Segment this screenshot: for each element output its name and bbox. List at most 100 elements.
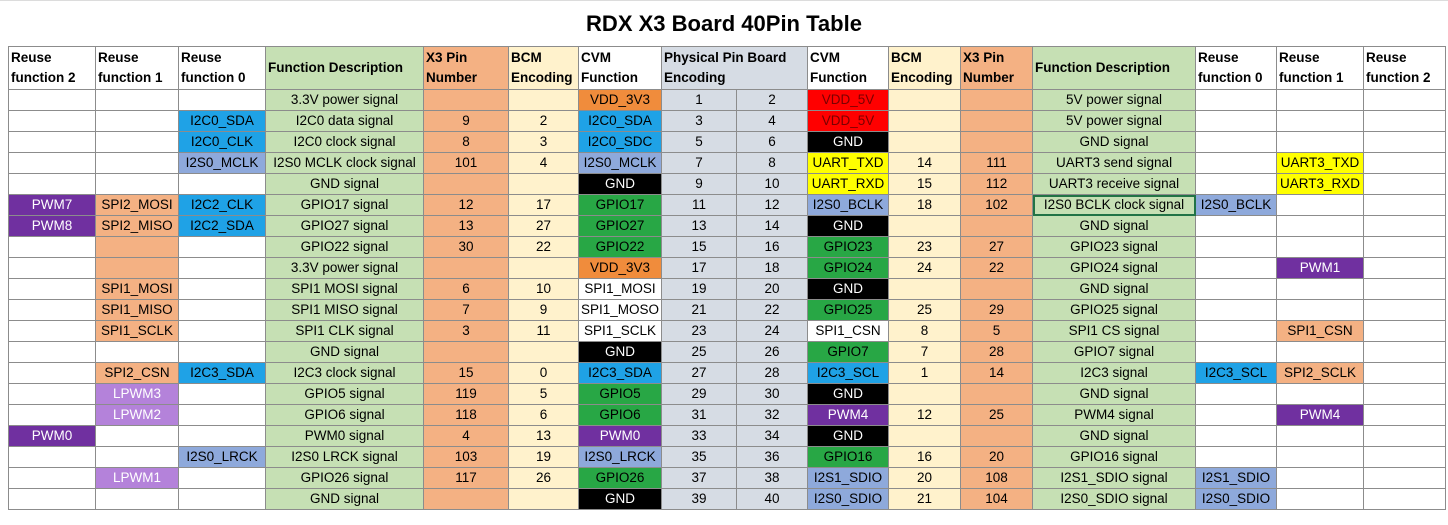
cell-bcm-right[interactable]: 25 xyxy=(888,299,962,321)
cell-bcm-left[interactable]: 27 xyxy=(508,215,579,237)
header-desc-right[interactable]: Function Description xyxy=(1032,46,1197,90)
cell-bcm-left[interactable]: 4 xyxy=(508,152,579,174)
cell-desc-right[interactable]: PWM4 signal xyxy=(1032,404,1197,426)
cell-x3-right[interactable]: 20 xyxy=(960,446,1034,468)
cell-x3-left[interactable]: 103 xyxy=(423,446,509,468)
cell-cvm-right[interactable]: GND xyxy=(807,215,890,237)
header-desc-left[interactable]: Function Description xyxy=(265,46,424,90)
cell-reuse1-right[interactable] xyxy=(1276,341,1365,363)
cell-desc-right[interactable]: I2C3 signal xyxy=(1032,362,1197,384)
cell-x3-right[interactable]: 102 xyxy=(960,194,1034,216)
cell-bcm-left[interactable] xyxy=(508,488,579,510)
cell-reuse2-right[interactable] xyxy=(1363,236,1447,258)
cell-phys-odd[interactable]: 23 xyxy=(661,320,738,342)
cell-reuse2-left[interactable] xyxy=(8,173,96,195)
cell-bcm-left[interactable]: 6 xyxy=(508,404,579,426)
header-reuse0-right[interactable]: Reuse function 0 xyxy=(1195,46,1278,90)
cell-x3-right[interactable] xyxy=(960,89,1034,111)
cell-desc-left[interactable]: 3.3V power signal xyxy=(265,89,424,111)
cell-bcm-left[interactable]: 2 xyxy=(508,110,579,132)
cell-bcm-left[interactable] xyxy=(508,173,579,195)
cell-reuse0-left[interactable] xyxy=(178,320,266,342)
cell-reuse0-right[interactable] xyxy=(1195,236,1278,258)
cell-cvm-right[interactable]: I2S1_SDIO xyxy=(807,467,890,489)
cell-cvm-left[interactable]: SPI1_SCLK xyxy=(577,320,663,342)
cell-cvm-left[interactable]: GND xyxy=(577,173,663,195)
cell-reuse2-left[interactable] xyxy=(8,383,96,405)
cell-reuse2-left[interactable] xyxy=(8,362,96,384)
cell-bcm-right[interactable] xyxy=(888,215,962,237)
cell-desc-left[interactable]: SPI1 CLK signal xyxy=(265,320,424,342)
cell-reuse1-right[interactable] xyxy=(1276,488,1365,510)
cell-x3-left[interactable]: 118 xyxy=(423,404,509,426)
cell-reuse2-right[interactable] xyxy=(1363,320,1447,342)
cell-reuse0-right[interactable] xyxy=(1195,341,1278,363)
cell-desc-left[interactable]: GPIO6 signal xyxy=(265,404,424,426)
cell-desc-left[interactable]: GPIO5 signal xyxy=(265,383,424,405)
cell-reuse0-left[interactable]: I2C0_CLK xyxy=(178,131,266,153)
cell-reuse1-left[interactable]: LPWM2 xyxy=(95,404,179,426)
cell-desc-right[interactable]: UART3 receive signal xyxy=(1032,173,1197,195)
cell-bcm-left[interactable]: 10 xyxy=(508,278,579,300)
cell-desc-right[interactable]: UART3 send signal xyxy=(1032,152,1197,174)
cell-x3-right[interactable]: 25 xyxy=(960,404,1034,426)
cell-desc-left[interactable]: PWM0 signal xyxy=(265,425,424,447)
cell-reuse2-right[interactable] xyxy=(1363,152,1447,174)
cell-reuse1-left[interactable] xyxy=(95,341,179,363)
header-cvm-right[interactable]: CVM Function xyxy=(807,46,890,90)
cell-phys-odd[interactable]: 11 xyxy=(661,194,738,216)
cell-reuse0-left[interactable] xyxy=(178,257,266,279)
cell-bcm-left[interactable]: 11 xyxy=(508,320,579,342)
cell-cvm-left[interactable]: SPI1_MOSI xyxy=(577,278,663,300)
cell-reuse1-left[interactable] xyxy=(95,236,179,258)
cell-phys-even[interactable]: 22 xyxy=(736,299,809,321)
cell-x3-left[interactable] xyxy=(423,89,509,111)
cell-cvm-right[interactable]: GPIO16 xyxy=(807,446,890,468)
cell-cvm-left[interactable]: I2C0_SDC xyxy=(577,131,663,153)
cell-reuse0-left[interactable] xyxy=(178,425,266,447)
cell-bcm-left[interactable] xyxy=(508,257,579,279)
cell-reuse1-left[interactable]: SPI1_MISO xyxy=(95,299,179,321)
cell-reuse0-right[interactable]: I2S0_SDIO xyxy=(1195,488,1278,510)
cell-cvm-right[interactable]: SPI1_CSN xyxy=(807,320,890,342)
cell-bcm-left[interactable]: 17 xyxy=(508,194,579,216)
cell-desc-right[interactable]: GND signal xyxy=(1032,278,1197,300)
cell-reuse2-left[interactable] xyxy=(8,299,96,321)
cell-cvm-left[interactable]: GND xyxy=(577,341,663,363)
header-reuse2-left[interactable]: Reuse function 2 xyxy=(8,46,96,90)
cell-bcm-right[interactable]: 8 xyxy=(888,320,962,342)
cell-cvm-right[interactable]: I2S0_SDIO xyxy=(807,488,890,510)
cell-reuse1-left[interactable] xyxy=(95,173,179,195)
cell-bcm-right[interactable]: 14 xyxy=(888,152,962,174)
cell-phys-even[interactable]: 26 xyxy=(736,341,809,363)
cell-phys-even[interactable]: 40 xyxy=(736,488,809,510)
cell-x3-left[interactable]: 30 xyxy=(423,236,509,258)
cell-desc-right[interactable]: GPIO24 signal xyxy=(1032,257,1197,279)
cell-reuse2-left[interactable] xyxy=(8,488,96,510)
cell-reuse2-left[interactable]: PWM7 xyxy=(8,194,96,216)
cell-desc-left[interactable]: I2S0 MCLK clock signal xyxy=(265,152,424,174)
cell-reuse2-left[interactable] xyxy=(8,152,96,174)
cell-cvm-right[interactable]: GPIO25 xyxy=(807,299,890,321)
cell-desc-left[interactable]: GPIO17 signal xyxy=(265,194,424,216)
cell-reuse0-left[interactable] xyxy=(178,299,266,321)
cell-reuse2-right[interactable] xyxy=(1363,89,1447,111)
cell-reuse0-right[interactable] xyxy=(1195,320,1278,342)
cell-x3-right[interactable] xyxy=(960,110,1034,132)
cell-desc-right[interactable]: GPIO7 signal xyxy=(1032,341,1197,363)
cell-phys-even[interactable]: 38 xyxy=(736,467,809,489)
cell-cvm-left[interactable]: GPIO5 xyxy=(577,383,663,405)
cell-reuse1-left[interactable] xyxy=(95,89,179,111)
cell-phys-odd[interactable]: 35 xyxy=(661,446,738,468)
cell-phys-odd[interactable]: 19 xyxy=(661,278,738,300)
cell-cvm-right[interactable]: VDD_5V xyxy=(807,110,890,132)
cell-reuse0-right[interactable] xyxy=(1195,131,1278,153)
cell-bcm-left[interactable]: 13 xyxy=(508,425,579,447)
cell-reuse0-right[interactable]: I2C3_SCL xyxy=(1195,362,1278,384)
cell-reuse1-right[interactable] xyxy=(1276,131,1365,153)
cell-cvm-right[interactable]: GPIO24 xyxy=(807,257,890,279)
cell-cvm-right[interactable]: GND xyxy=(807,278,890,300)
cell-x3-right[interactable]: 22 xyxy=(960,257,1034,279)
cell-reuse2-left[interactable] xyxy=(8,341,96,363)
header-reuse2-right[interactable]: Reuse function 2 xyxy=(1363,46,1447,90)
